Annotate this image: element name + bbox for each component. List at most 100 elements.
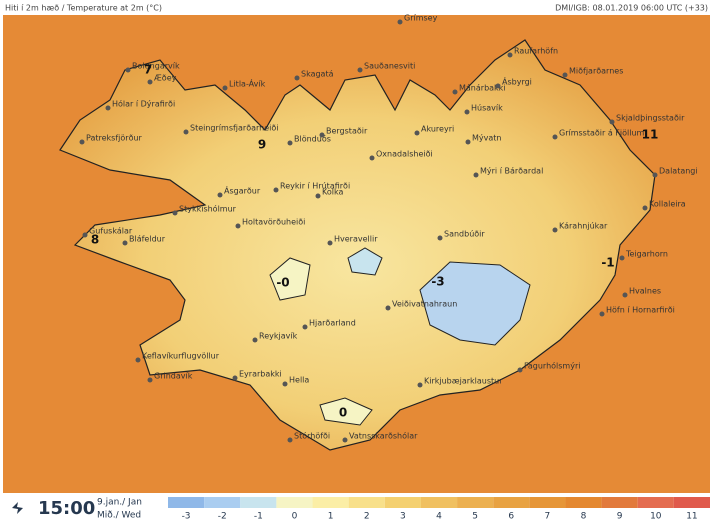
station-dot [135,357,141,363]
station-dot [122,240,128,246]
station-dot [385,305,391,311]
place-label: Patreksfjörður [86,134,143,143]
legend-swatch [348,497,385,508]
station-dot [414,130,420,136]
station-dot [552,227,558,233]
place-label: Bergstaðir [326,127,368,136]
station-dot [319,132,325,138]
legend-label: 10 [650,512,662,522]
glacier-hofsjokull [347,247,383,276]
legend-swatch [529,497,566,508]
station-dot [652,172,658,178]
place-label: Dalatangi [659,167,698,176]
logo-icon [12,502,23,514]
place-label: Húsavík [471,104,503,113]
place-label: Grindavík [154,372,193,381]
station-dot [552,134,558,140]
place-label: Hvalnes [629,287,661,296]
station-dot [147,79,153,85]
place-label: Eyrarbakki [239,370,282,379]
station-dot [82,232,88,238]
station-dot [79,139,85,145]
station-dot [464,109,470,115]
place-label: Keflavíkurflugvöllur [142,352,220,361]
station-dot [287,140,293,146]
station-dot [294,75,300,81]
legend-swatch [312,497,349,508]
place-label: Miðfjarðarnes [569,67,623,76]
station-dot [437,235,443,241]
station-dot [252,337,258,343]
place-label: Raufarhöfn [514,47,558,56]
legend-swatch [493,497,530,508]
legend-swatch [276,497,313,508]
place-label: Oxnadalsheiði [376,150,433,159]
station-dot [517,367,523,373]
station-dot [222,85,228,91]
station-dot [217,192,223,198]
place-label: Kollaleira [649,200,686,209]
place-label: Sandbúðir [444,230,485,239]
temperature-label: 11 [642,128,659,142]
header-title: Hiti í 2m hæð / Temperature at 2m (°C) [5,4,162,13]
place-label: Teigarhorn [625,250,668,259]
place-label: Stórhöfði [294,431,330,441]
glacier-myrdalsjokull [319,397,373,426]
legend-label: 6 [508,512,514,522]
station-dot [609,119,615,125]
place-label: Æðey [154,74,177,83]
temperature-label: -3 [431,275,444,289]
legend-swatch [240,497,277,508]
place-label: Fagurhólsmýri [524,361,580,371]
place-label: Holtavörðuheiði [242,218,305,227]
header-bar [0,0,713,14]
glacier-vatnajokull [419,261,531,346]
place-label: Kirkjubæjarklaustur [424,377,503,386]
place-label: Hólar í Dýrafirði [112,99,175,109]
station-dot [357,67,363,73]
legend-label: 2 [364,512,370,522]
place-label: Mývatn [472,134,501,143]
place-label: Blönduós [294,134,331,144]
footer-time: 15:00 [38,498,95,519]
station-dot [342,437,348,443]
legend-label: 5 [472,512,478,522]
legend-swatch [384,497,421,508]
legend-label: -2 [218,512,227,522]
legend-label: 9 [617,512,623,522]
footer-date: 9.jan./ Jan [97,498,142,508]
place-label: Ásgarður [224,185,261,196]
place-label: Grímsstaðir á Fjöllum [559,129,645,138]
station-dot [232,375,238,381]
station-dot [452,89,458,95]
temperature-label: -1 [601,256,614,270]
legend-swatch [457,497,494,508]
glacier-langjokull [269,257,311,301]
place-label: Veiðivatnahraun [392,300,457,309]
legend-swatch [601,497,638,508]
place-label: Skjaldþingsstaðir [616,114,685,123]
station-dot [507,52,513,58]
place-label: Grímsey [404,14,438,23]
station-dot [473,172,479,178]
footer-weekday: Mið./ Wed [97,511,141,521]
place-label: Höfn í Hornarfirði [606,306,675,315]
station-dot [183,129,189,135]
legend-swatch [420,497,458,508]
station-dot [642,205,648,211]
place-label: Mýri í Bárðardal [480,167,543,176]
legend-label: 1 [328,512,334,522]
station-dot [327,240,333,246]
place-label: Reykir í Hrútafirði [280,182,350,191]
station-dot [397,19,403,25]
iceland-land [59,39,656,451]
station-dot [465,139,471,145]
place-label: Gufuskálar [89,227,133,236]
header-source: DMI/IGB: 08.01.2019 06:00 UTC (+33) [555,4,708,13]
place-label: Reykjavík [259,332,298,341]
place-label: Steingrímsfjarðarheiði [190,124,279,133]
legend-label: 8 [581,512,587,522]
legend-label: 4 [436,512,442,522]
